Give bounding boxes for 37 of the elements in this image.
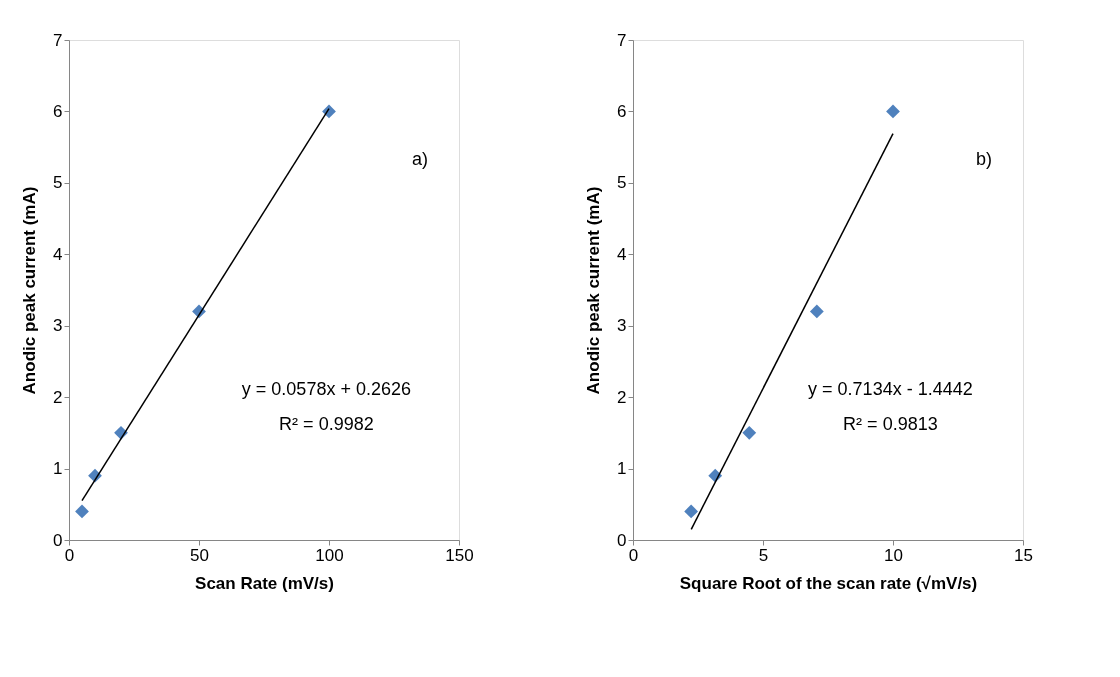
x-tick-label: 100 <box>315 545 344 565</box>
annotation: a) <box>411 149 429 169</box>
point <box>684 504 699 519</box>
point <box>75 504 89 519</box>
x-tick-label: 15 <box>1014 545 1033 565</box>
x-tick-label: 5 <box>758 545 769 565</box>
annotation: R² = 0.9813 <box>843 414 938 434</box>
x-axis-title: Scan Rate (mV/s) <box>195 573 334 593</box>
point <box>886 104 900 119</box>
point <box>742 425 757 440</box>
y-axis-title: Anodic peak current (mA) <box>584 186 604 395</box>
x-axis-title: Square Root of the scan rate (√mV/s) <box>679 573 978 593</box>
annotation: b) <box>975 149 993 169</box>
y-tick-label: 6 <box>617 101 627 121</box>
y-tick-label: 2 <box>617 387 627 407</box>
y-tick-label: 1 <box>53 459 63 479</box>
annotation: y = 0.0578x + 0.2626 <box>241 379 411 399</box>
y-tick-label: 0 <box>53 530 63 550</box>
y-tick-label: 4 <box>53 244 63 264</box>
annotation: R² = 0.9982 <box>279 414 374 434</box>
y-tick-label: 6 <box>53 101 63 121</box>
y-axis-title: Anodic peak current (mA) <box>20 186 40 395</box>
y-tick-label: 7 <box>617 30 627 50</box>
x-tick-label: 50 <box>190 545 209 565</box>
y-tick-label: 2 <box>53 387 63 407</box>
x-tick-label: 150 <box>445 545 474 565</box>
y-tick-label: 5 <box>617 173 627 193</box>
annotation: y = 0.7134x - 1.4442 <box>808 379 973 399</box>
y-tick-label: 3 <box>617 316 627 336</box>
point <box>809 304 824 319</box>
y-tick-label: 3 <box>53 316 63 336</box>
y-tick-label: 0 <box>617 530 627 550</box>
x-tick-label: 10 <box>884 545 903 565</box>
y-tick-label: 1 <box>617 459 627 479</box>
y-tick-label: 7 <box>53 30 63 50</box>
y-tick-label: 5 <box>53 173 63 193</box>
y-tick-label: 4 <box>617 244 627 264</box>
